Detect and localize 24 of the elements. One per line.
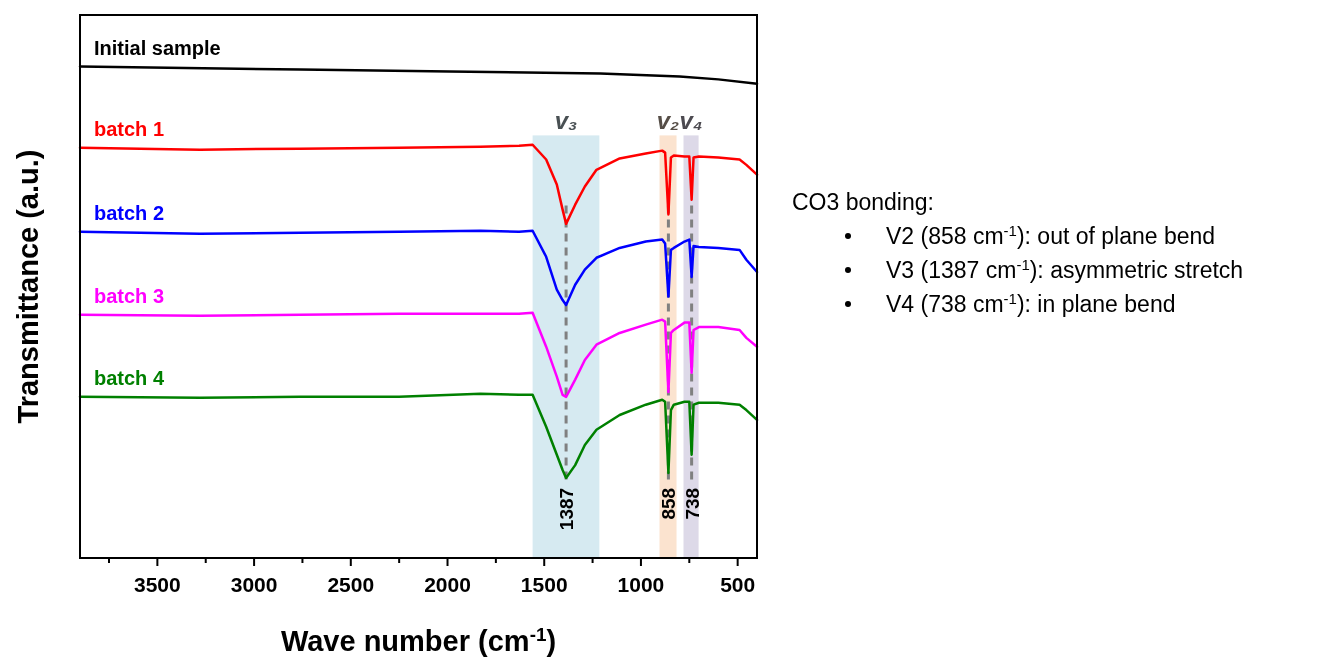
text: V4 (738 cm$^{-1}$): in plane bend <box>886 289 1176 317</box>
band-label: v₃ <box>554 107 578 135</box>
ref-line-label: 1387 <box>556 487 578 531</box>
series-label: batch 3 <box>94 284 165 307</box>
series-label: Initial sample <box>94 36 221 59</box>
x-tick-label: 3500 <box>134 573 181 596</box>
x-tick-label: 2500 <box>327 573 375 596</box>
x-axis-title: Wave number (cm$^{-1}$) <box>280 623 557 657</box>
x-tick-label: 500 <box>720 573 756 596</box>
x-tick-label: 1500 <box>520 573 568 596</box>
series-label: batch 4 <box>94 366 165 389</box>
ref-line-label: 858 <box>658 487 680 520</box>
x-tick-label: 3000 <box>230 573 278 596</box>
ref-line-label: 738 <box>681 487 703 520</box>
series-label: batch 2 <box>94 201 165 224</box>
band-label: v₄ <box>679 107 703 135</box>
x-tick-label: 1000 <box>617 573 665 596</box>
band-label: v₂ <box>656 107 680 135</box>
series-label: batch 1 <box>94 117 165 140</box>
text: V2 (858 cm$^{-1}$): out of plane bend <box>886 221 1216 249</box>
y-axis-title: Transmittance (a.u.) <box>12 149 44 424</box>
text: V3 (1387 cm$^{-1}$): asymmetric stretch <box>886 255 1244 283</box>
text: CO3 bonding: <box>792 189 934 215</box>
x-tick-label: 2000 <box>424 573 471 596</box>
